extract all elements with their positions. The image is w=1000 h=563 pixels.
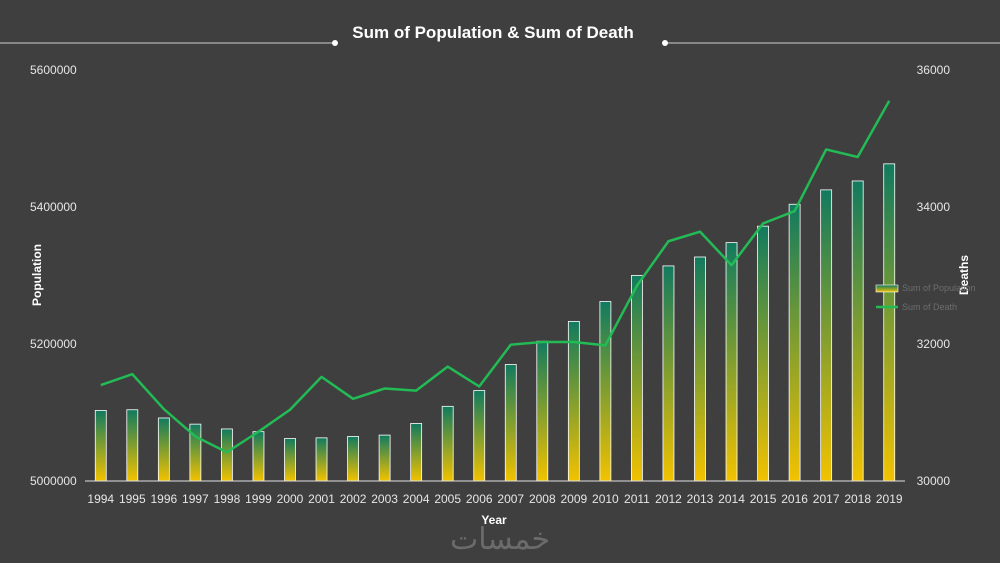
population-bar — [599, 301, 612, 482]
y-axis-title: Population — [30, 244, 44, 306]
population-bar — [410, 423, 423, 482]
population-bar — [221, 428, 233, 482]
population-bar — [504, 364, 517, 482]
y2-axis-title: Deaths — [957, 255, 971, 295]
legend-label-population: Sum of Population — [902, 283, 976, 293]
x-tick-label: 2003 — [371, 492, 398, 506]
population-bar — [883, 163, 896, 482]
population-bar — [441, 405, 454, 482]
x-tick-label: 2000 — [277, 492, 304, 506]
x-tick-label: 2006 — [466, 492, 493, 506]
x-tick-label: 1998 — [214, 492, 241, 506]
x-tick-label: 2004 — [403, 492, 430, 506]
population-bar — [851, 180, 864, 482]
y2-tick-label: 30000 — [917, 474, 951, 488]
y-axis-ticks: 5000000 5200000 5400000 5600000 — [30, 63, 77, 488]
population-bar — [473, 390, 486, 482]
legend-label-deaths: Sum of Death — [902, 302, 957, 312]
x-axis-ticks: 1994 1995 1996 1997 1998 1999 2000 2001 2002 2003… — [87, 492, 902, 506]
y2-tick-label: 36000 — [917, 63, 951, 77]
population-bar — [788, 203, 801, 482]
y2-axis-ticks: 30000 32000 34000 36000 — [917, 63, 951, 488]
y2-tick-label: 32000 — [917, 337, 951, 351]
population-bar — [694, 256, 706, 482]
x-tick-label: 2013 — [687, 492, 714, 506]
x-tick-label: 1997 — [182, 492, 209, 506]
population-bar — [347, 436, 359, 482]
x-tick-label: 2008 — [529, 492, 556, 506]
title-rule-right-dot — [662, 40, 668, 46]
x-tick-label: 2009 — [560, 492, 587, 506]
watermark: خمسات — [450, 522, 550, 557]
population-bar — [820, 189, 833, 482]
x-tick-label: 2017 — [813, 492, 840, 506]
x-tick-label: 2011 — [624, 492, 650, 506]
population-bar — [252, 431, 265, 482]
x-tick-label: 2005 — [434, 492, 461, 506]
x-tick-label: 2002 — [340, 492, 367, 506]
x-tick-label: 2012 — [655, 492, 682, 506]
x-axis-title: Year — [481, 513, 507, 527]
population-bar — [157, 417, 170, 482]
legend: Sum of Population Sum of Death — [875, 283, 976, 312]
legend-swatch-population — [875, 284, 899, 293]
population-bar — [725, 242, 738, 482]
x-tick-label: 2007 — [497, 492, 524, 506]
x-tick-label: 2019 — [876, 492, 903, 506]
population-bar — [536, 340, 549, 482]
x-tick-label: 2010 — [592, 492, 619, 506]
bar-series — [94, 163, 896, 482]
population-bar — [662, 265, 675, 482]
chart-title: Sum of Population & Sum of Death — [352, 23, 633, 42]
y-tick-label: 5600000 — [30, 63, 77, 77]
population-bar — [284, 438, 296, 482]
y-tick-label: 5400000 — [30, 200, 77, 214]
y-tick-label: 5000000 — [30, 474, 77, 488]
x-tick-label: 2015 — [750, 492, 777, 506]
deaths-line — [100, 100, 891, 454]
x-tick-label: 2014 — [718, 492, 745, 506]
population-bar — [757, 225, 769, 482]
x-tick-label: 2001 — [308, 492, 335, 506]
population-bar — [126, 409, 139, 482]
x-tick-label: 1994 — [87, 492, 114, 506]
population-bar — [378, 434, 391, 482]
x-tick-label: 1995 — [119, 492, 146, 506]
y-tick-label: 5200000 — [30, 337, 77, 351]
title-rule-left-dot — [332, 40, 338, 46]
population-bar — [94, 410, 107, 482]
x-tick-label: 1996 — [150, 492, 177, 506]
x-tick-label: 2016 — [781, 492, 808, 506]
population-bar — [315, 437, 328, 482]
x-tick-label: 1999 — [245, 492, 272, 506]
population-bar — [631, 275, 643, 482]
y2-tick-label: 34000 — [917, 200, 951, 214]
x-tick-label: 2018 — [844, 492, 871, 506]
population-bar — [567, 320, 580, 482]
